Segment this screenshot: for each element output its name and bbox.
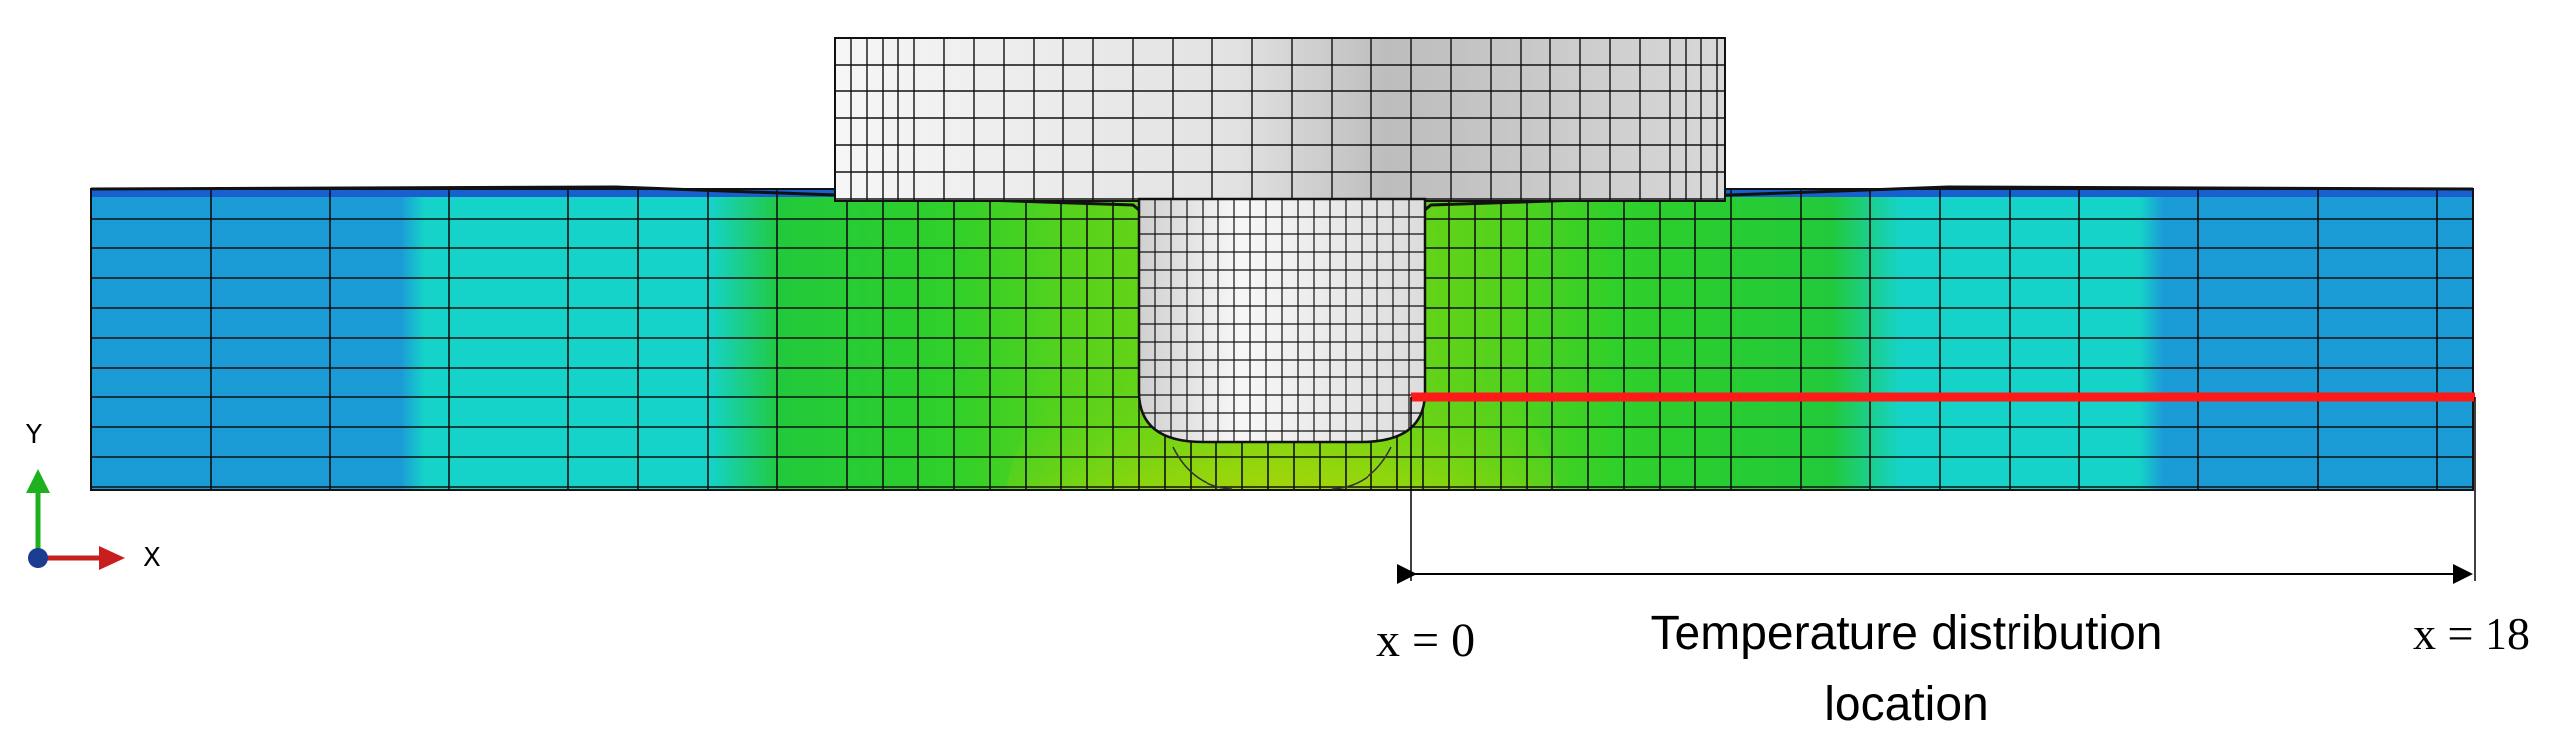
tool-shoulder-body xyxy=(834,37,1726,202)
tool-shoulder xyxy=(834,37,1726,202)
pin-tip-contour xyxy=(1172,446,1392,490)
plate-mesh xyxy=(91,189,2473,490)
tool-pin xyxy=(1137,197,1427,490)
caption-line-2: location xyxy=(1824,678,1988,731)
x-end-label: x = 18 xyxy=(2413,608,2530,659)
tool-pin-outline xyxy=(1137,197,1427,444)
caption-line-1: Temperature distribution xyxy=(1651,607,2163,660)
y-axis-arrowhead xyxy=(26,469,50,493)
dimension xyxy=(1397,397,2476,584)
tool-pin-mesh xyxy=(1139,199,1425,442)
axis-triad: Y X xyxy=(25,420,161,573)
origin-dot xyxy=(28,548,48,568)
axis-y-label: Y xyxy=(25,420,42,450)
x-axis-arrowhead xyxy=(99,546,125,570)
axis-x-label: X xyxy=(143,543,161,573)
tool-shoulder-mesh xyxy=(834,37,1725,201)
x-start-label: x = 0 xyxy=(1376,614,1475,667)
